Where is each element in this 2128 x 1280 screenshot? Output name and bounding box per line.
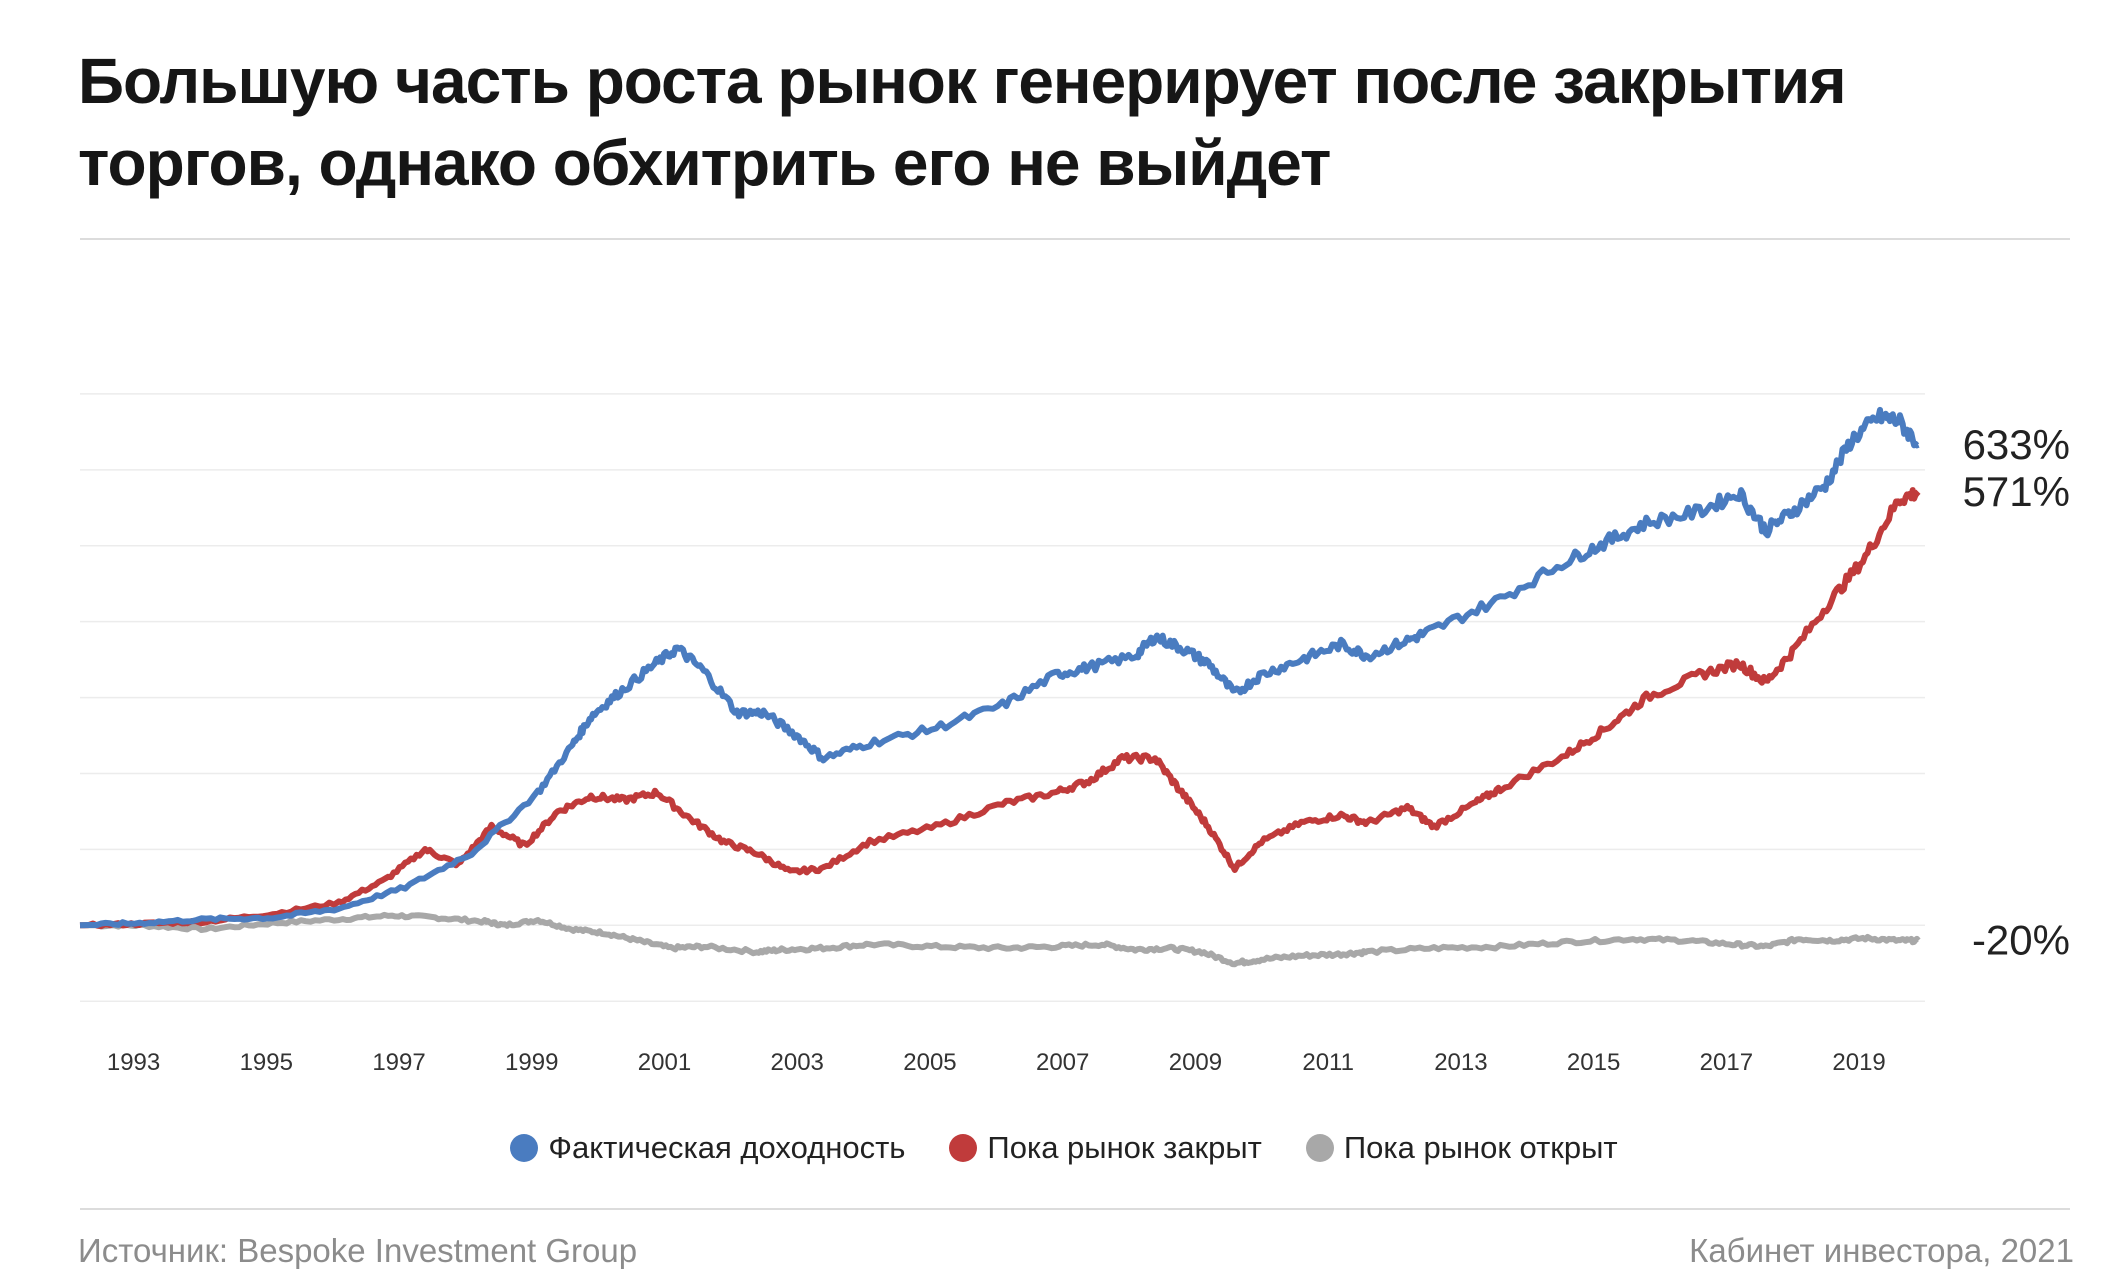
x-tick-label: 1993: [107, 1049, 160, 1076]
bottom-divider: [80, 1208, 2070, 1210]
x-tick-label: 2015: [1567, 1049, 1620, 1076]
legend-dot-closed: [949, 1134, 978, 1162]
legend-label-open: Пока рынок открыт: [1343, 1130, 1618, 1165]
x-tick-label: 2009: [1169, 1049, 1222, 1076]
legend-item-open[interactable]: Пока рынок открыт: [1305, 1130, 1618, 1166]
line-chart: 1993 1995 1997 1999 2001 2003 2005 2007 2009 2011…: [79, 393, 2070, 1076]
x-tick-label: 2007: [1036, 1049, 1089, 1076]
series-lines: [79, 406, 1921, 968]
x-tick-label: 2001: [638, 1049, 691, 1076]
legend-item-closed[interactable]: Пока рынок закрыт: [949, 1130, 1262, 1166]
x-tick-label: 2003: [771, 1049, 824, 1076]
end-label-2: -20%: [1972, 916, 2070, 963]
series-line-2: [80, 911, 1921, 968]
top-divider: [80, 238, 2070, 240]
x-tick-label: 2005: [903, 1049, 956, 1076]
legend-dot-open: [1305, 1134, 1334, 1162]
x-tick-label: 1995: [240, 1049, 293, 1076]
end-label-1: 571%: [1963, 468, 2070, 515]
grid-lines: [80, 393, 1925, 1002]
x-tick-label: 2017: [1700, 1049, 1753, 1076]
legend: Фактическая доходность Пока рынок закрыт…: [0, 1130, 2128, 1166]
x-axis-ticks: 1993 1995 1997 1999 2001 2003 2005 2007 2009 2011…: [107, 1049, 1886, 1076]
x-tick-label: 1999: [505, 1049, 558, 1076]
chart-title: Большую часть роста рынок генерирует пос…: [78, 45, 1847, 199]
legend-label-closed: Пока рынок закрыт: [987, 1130, 1262, 1165]
end-label-0: 633%: [1963, 421, 2070, 468]
series-line-1: [79, 487, 1921, 930]
legend-item-actual[interactable]: Фактическая доходность: [510, 1130, 905, 1166]
x-tick-label: 2019: [1832, 1049, 1885, 1076]
x-tick-label: 2013: [1434, 1049, 1487, 1076]
source-note: Источник: Bespoke Investment Group: [78, 1232, 638, 1269]
series-line-0: [79, 406, 1920, 929]
legend-label-actual: Фактическая доходность: [548, 1130, 906, 1165]
x-tick-label: 2011: [1302, 1049, 1354, 1076]
credit-note: Кабинет инвестора, 2021: [1689, 1232, 2074, 1269]
legend-dot-actual: [510, 1134, 539, 1162]
end-labels: 633%571% -20%: [1963, 421, 2070, 964]
x-tick-label: 1997: [372, 1049, 425, 1076]
